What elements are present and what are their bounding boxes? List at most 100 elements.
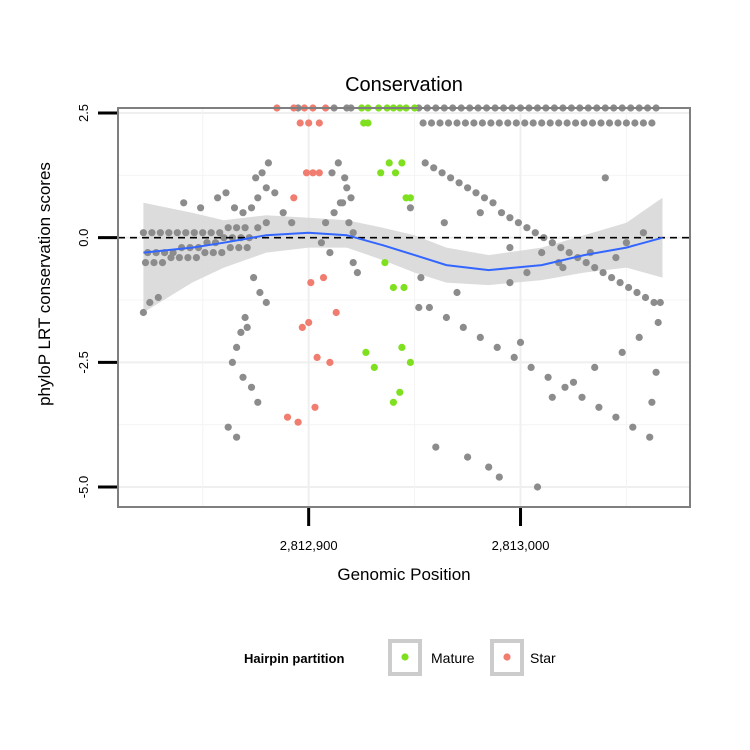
data-point bbox=[591, 363, 599, 371]
data-point bbox=[523, 224, 531, 232]
data-point bbox=[305, 119, 313, 127]
data-point bbox=[400, 283, 408, 292]
data-point bbox=[328, 169, 336, 177]
data-point bbox=[635, 333, 643, 341]
data-point bbox=[241, 224, 249, 232]
data-point bbox=[216, 229, 224, 237]
data-point bbox=[237, 328, 245, 336]
data-point bbox=[315, 169, 323, 177]
data-point bbox=[235, 244, 243, 252]
data-point bbox=[279, 209, 287, 217]
data-point bbox=[220, 234, 228, 242]
data-point bbox=[332, 308, 340, 317]
data-point bbox=[631, 119, 639, 127]
data-point bbox=[271, 189, 279, 197]
data-point bbox=[455, 179, 463, 187]
data-point bbox=[330, 209, 338, 217]
data-point bbox=[561, 383, 569, 391]
data-point bbox=[616, 279, 624, 287]
data-point bbox=[334, 159, 342, 167]
data-point bbox=[256, 288, 264, 297]
data-point bbox=[493, 343, 501, 351]
data-point bbox=[197, 204, 205, 212]
data-point bbox=[459, 323, 467, 331]
data-point bbox=[311, 403, 319, 411]
data-point bbox=[461, 119, 469, 127]
data-point bbox=[476, 209, 484, 217]
data-point bbox=[557, 244, 565, 252]
legend: Hairpin partition Mature Star bbox=[244, 639, 556, 676]
data-point bbox=[614, 119, 622, 127]
data-point bbox=[495, 119, 503, 127]
data-point bbox=[247, 383, 256, 391]
data-point bbox=[506, 214, 514, 222]
data-point bbox=[521, 119, 529, 127]
smooth-line bbox=[143, 231, 663, 272]
data-point bbox=[654, 318, 662, 327]
data-point bbox=[506, 279, 514, 287]
data-point bbox=[228, 358, 236, 366]
data-point bbox=[656, 298, 664, 307]
data-point bbox=[559, 264, 567, 272]
data-point bbox=[601, 174, 609, 182]
data-point bbox=[572, 119, 580, 127]
data-point bbox=[555, 119, 563, 127]
data-point bbox=[370, 363, 378, 371]
data-point bbox=[158, 259, 167, 267]
data-point bbox=[307, 279, 315, 287]
data-point bbox=[233, 343, 241, 351]
data-point bbox=[230, 204, 239, 212]
data-point bbox=[336, 199, 344, 207]
data-point bbox=[258, 169, 266, 177]
data-point bbox=[305, 318, 313, 327]
data-point bbox=[618, 348, 626, 356]
data-point bbox=[464, 453, 472, 461]
data-point bbox=[139, 229, 147, 237]
data-point bbox=[262, 219, 270, 227]
data-point bbox=[544, 373, 552, 381]
data-point bbox=[646, 433, 654, 441]
data-point bbox=[629, 423, 637, 431]
data-point bbox=[389, 398, 397, 406]
data-point bbox=[527, 363, 535, 371]
data-point bbox=[218, 249, 226, 257]
data-point bbox=[639, 119, 648, 127]
data-point bbox=[247, 204, 256, 212]
data-point bbox=[470, 119, 478, 127]
data-point bbox=[199, 229, 207, 237]
data-point bbox=[254, 224, 262, 232]
data-point bbox=[472, 189, 480, 197]
data-point bbox=[233, 433, 241, 441]
series-star bbox=[273, 104, 340, 426]
data-point bbox=[353, 269, 361, 277]
data-point bbox=[497, 209, 506, 217]
data-point bbox=[252, 174, 260, 182]
data-point bbox=[294, 418, 302, 426]
data-point bbox=[349, 229, 357, 237]
data-point bbox=[432, 443, 440, 451]
y-tick-label: -5.0 bbox=[76, 476, 91, 498]
y-axis-title: phyloP LRT conservation scores bbox=[35, 162, 54, 406]
data-point bbox=[447, 174, 455, 182]
data-point bbox=[180, 199, 188, 207]
data-point bbox=[343, 184, 351, 192]
data-point bbox=[326, 249, 334, 257]
y-tick-label: -2.5 bbox=[76, 351, 91, 373]
data-point bbox=[167, 254, 175, 262]
data-point bbox=[591, 264, 599, 272]
data-point bbox=[419, 119, 427, 127]
data-point bbox=[565, 249, 573, 257]
data-point bbox=[283, 413, 292, 421]
data-point bbox=[495, 473, 503, 481]
data-point bbox=[385, 159, 393, 167]
data-point bbox=[476, 333, 484, 341]
data-point bbox=[146, 298, 154, 307]
data-point bbox=[453, 288, 461, 297]
y-tick-label: 0.0 bbox=[76, 229, 91, 247]
data-point bbox=[209, 249, 217, 257]
data-point bbox=[622, 239, 631, 247]
data-point bbox=[546, 119, 554, 127]
data-point bbox=[633, 288, 641, 297]
data-point bbox=[296, 119, 304, 127]
data-point bbox=[239, 373, 247, 381]
